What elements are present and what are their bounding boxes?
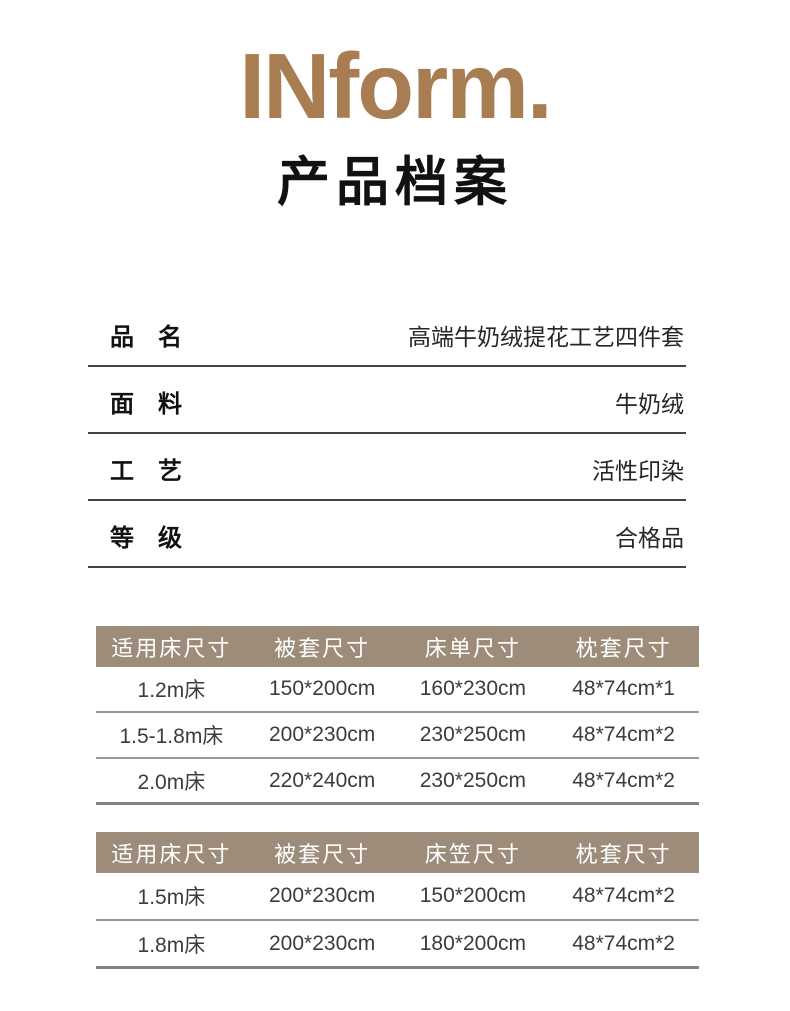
header-cell-bed-size: 适用床尺寸 <box>111 841 232 867</box>
spec-value: 牛奶绒 <box>615 391 684 417</box>
spec-value: 活性印染 <box>592 458 684 484</box>
header-cell-pillowcase-size: 枕套尺寸 <box>575 841 672 867</box>
header-cell-duvet-size: 被套尺寸 <box>274 841 371 867</box>
header-cell-flat-sheet-size: 床单尺寸 <box>424 635 521 661</box>
table-header-row: 适用床尺寸 被套尺寸 床笠尺寸 枕套尺寸 <box>96 832 699 873</box>
brand-header: INform. 产品档案 <box>0 40 790 216</box>
table-row: 1.5-1.8m床 200*230cm 230*250cm 48*74cm*2 <box>96 713 699 759</box>
spec-row-grade: 等 级 合格品 <box>88 501 686 568</box>
spec-row-product-name: 品 名 高端牛奶绒提花工艺四件套 <box>88 300 686 367</box>
table-cell: 160*230cm <box>419 677 526 700</box>
spec-label: 面 料 <box>110 391 182 418</box>
spec-value: 合格品 <box>615 525 684 551</box>
table-cell: 150*200cm <box>419 884 526 907</box>
table-cell: 200*230cm <box>269 884 376 907</box>
product-archive-page: INform. 产品档案 品 名 高端牛奶绒提花工艺四件套 面 料 牛奶绒 工 … <box>0 40 790 1011</box>
table-row: 1.8m床 200*230cm 180*200cm 48*74cm*2 <box>96 921 699 969</box>
size-table-fitted-version: 适用床尺寸 被套尺寸 床笠尺寸 枕套尺寸 1.5m床 200*230cm 150… <box>96 832 699 969</box>
table-cell: 200*230cm <box>269 931 376 955</box>
size-table-sheet-version: 适用床尺寸 被套尺寸 床单尺寸 枕套尺寸 1.2m床 150*200cm 160… <box>96 626 699 805</box>
table-cell: 2.0m床 <box>137 770 206 794</box>
table-cell: 1.8m床 <box>137 933 206 957</box>
header-cell-fitted-sheet-size: 床笠尺寸 <box>424 841 521 867</box>
table-cell: 48*74cm*1 <box>572 677 675 700</box>
table-cell: 1.5m床 <box>137 886 206 909</box>
table-cell: 48*74cm*2 <box>572 884 675 907</box>
table-cell: 1.5-1.8m床 <box>119 725 224 748</box>
table-cell: 150*200cm <box>269 677 376 700</box>
header-cell-pillowcase-size: 枕套尺寸 <box>575 635 672 661</box>
spec-label: 品 名 <box>110 324 182 351</box>
table-cell: 48*74cm*2 <box>572 723 675 746</box>
table-cell: 230*250cm <box>419 723 526 746</box>
spec-value: 高端牛奶绒提花工艺四件套 <box>408 324 684 350</box>
spec-row-fabric: 面 料 牛奶绒 <box>88 367 686 434</box>
brand-logo: INform. <box>239 34 553 138</box>
spec-row-craft: 工 艺 活性印染 <box>88 434 686 501</box>
table-row: 2.0m床 220*240cm 230*250cm 48*74cm*2 <box>96 759 699 805</box>
spec-label: 等 级 <box>110 525 182 552</box>
table-cell: 48*74cm*2 <box>572 768 675 792</box>
table-header-row: 适用床尺寸 被套尺寸 床单尺寸 枕套尺寸 <box>96 626 699 667</box>
table-cell: 1.2m床 <box>137 679 206 702</box>
spec-label: 工 艺 <box>110 458 182 485</box>
table-row: 1.2m床 150*200cm 160*230cm 48*74cm*1 <box>96 667 699 713</box>
header-cell-duvet-size: 被套尺寸 <box>274 635 371 661</box>
page-title: 产品档案 <box>277 153 513 212</box>
table-cell: 180*200cm <box>419 931 526 955</box>
table-cell: 48*74cm*2 <box>572 931 675 955</box>
table-cell: 200*230cm <box>269 723 376 746</box>
table-cell: 230*250cm <box>419 768 526 792</box>
table-cell: 220*240cm <box>269 768 376 792</box>
table-row: 1.5m床 200*230cm 150*200cm 48*74cm*2 <box>96 873 699 921</box>
header-cell-bed-size: 适用床尺寸 <box>111 635 232 661</box>
product-specs: 品 名 高端牛奶绒提花工艺四件套 面 料 牛奶绒 工 艺 活性印染 等 级 合格… <box>88 300 686 568</box>
